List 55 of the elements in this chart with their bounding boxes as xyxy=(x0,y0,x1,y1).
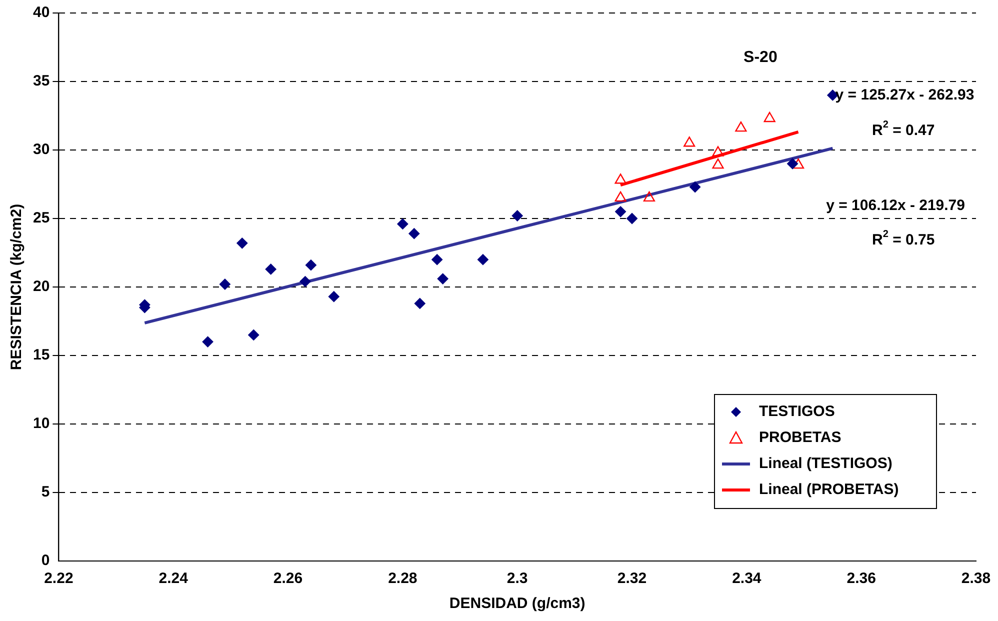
legend-label: Lineal (PROBETAS) xyxy=(759,481,899,498)
point xyxy=(248,329,260,340)
x-tick-label: 2.34 xyxy=(732,570,762,588)
point xyxy=(300,276,311,288)
y-tick-label: 10 xyxy=(32,415,50,432)
x-tick-label: 2.26 xyxy=(273,570,303,588)
point xyxy=(614,191,626,202)
point xyxy=(712,158,724,169)
point xyxy=(328,291,340,302)
y-tick-label: 15 xyxy=(32,346,50,364)
x-tick-label: 2.22 xyxy=(44,570,74,588)
x-axis-title: DENSIDAD (g/cm3) xyxy=(449,595,586,612)
y-tick-label: 20 xyxy=(32,278,50,296)
x-tick-label: 2.3 xyxy=(506,570,528,588)
point xyxy=(684,136,696,147)
point xyxy=(626,213,638,224)
point xyxy=(615,206,626,218)
point xyxy=(432,254,443,266)
x-tick-label: 2.38 xyxy=(961,570,991,588)
point xyxy=(643,191,656,202)
x-tick-label: 2.32 xyxy=(617,570,647,588)
point xyxy=(764,112,776,122)
point xyxy=(414,298,426,309)
point xyxy=(397,218,408,230)
legend-label: PROBETAS xyxy=(759,429,842,446)
point xyxy=(735,121,747,132)
legend-label: TESTIGOS xyxy=(759,403,835,420)
legend-label: Lineal (TESTIGOS) xyxy=(759,455,892,472)
y-tick-label: 40 xyxy=(32,4,50,22)
annotation: y = 125.27x - 262.93 xyxy=(835,86,974,104)
point xyxy=(437,273,448,284)
point xyxy=(236,238,248,249)
point xyxy=(787,158,798,170)
y-tick-label: 35 xyxy=(32,72,50,90)
annotation: y = 106.12x - 219.79 xyxy=(826,197,965,214)
point xyxy=(305,260,316,271)
point xyxy=(265,264,276,275)
point xyxy=(477,254,488,266)
point xyxy=(712,146,724,156)
point xyxy=(792,158,804,169)
point xyxy=(219,278,230,290)
text: S-20 xyxy=(744,48,778,66)
y-tick-label: 5 xyxy=(41,484,50,501)
y-tick-label: 0 xyxy=(41,552,50,570)
y-tick-label: 30 xyxy=(32,141,50,158)
point xyxy=(614,174,626,184)
x-tick-label: 2.28 xyxy=(388,570,418,588)
y-axis-title: RESISTENCIA (kg/cm2) xyxy=(8,204,26,370)
y-tick-label: 25 xyxy=(32,210,50,227)
point xyxy=(512,210,523,222)
point xyxy=(690,181,701,192)
point xyxy=(202,336,214,348)
x-tick-label: 2.36 xyxy=(846,570,876,588)
point xyxy=(408,228,420,240)
x-tick-label: 2.24 xyxy=(158,570,189,588)
